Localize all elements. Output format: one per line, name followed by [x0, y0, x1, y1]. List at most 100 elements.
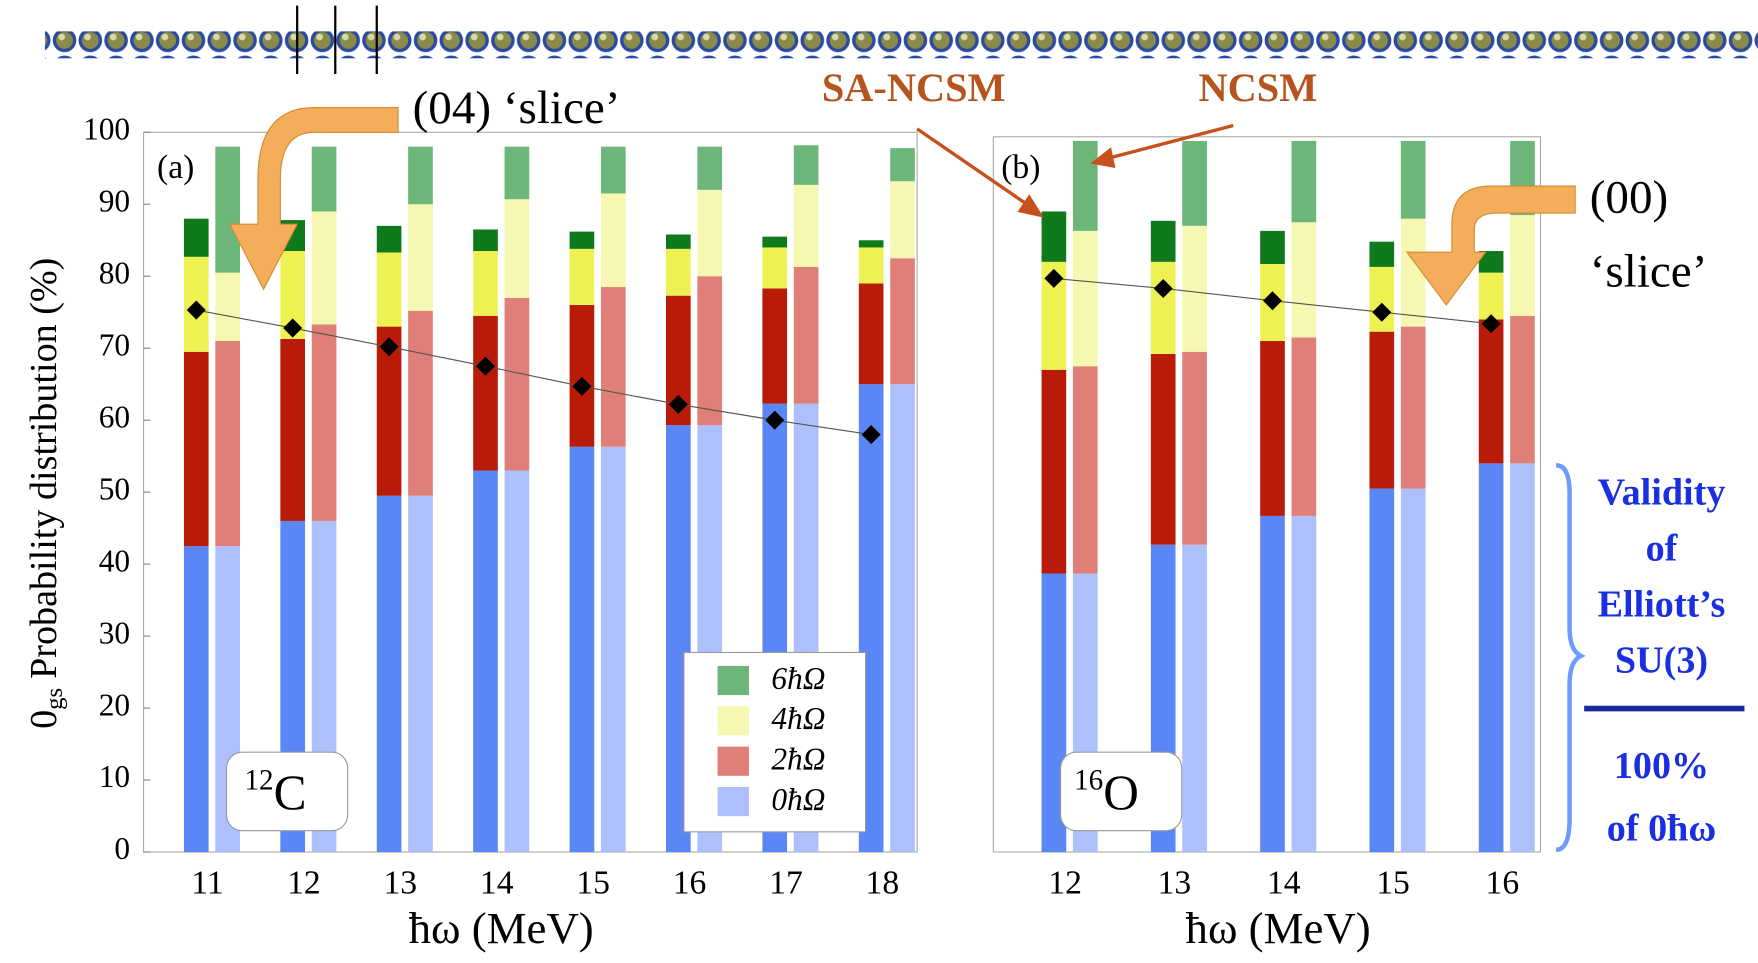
legend-swatch: [718, 666, 749, 695]
bar-segment: [697, 147, 722, 190]
y-tick-label: 90: [99, 183, 130, 218]
legend-label: 0ħΩ: [771, 782, 825, 817]
y-label-sub: gs: [41, 688, 68, 710]
bar-segment: [1401, 327, 1426, 489]
bar-segment: [505, 199, 530, 298]
x-tick-label: 16: [673, 864, 707, 901]
bar-segment: [1151, 354, 1176, 545]
bar-segment: [215, 273, 240, 341]
annotation: SA-NCSM: [822, 65, 1006, 110]
bar-segment: [1369, 242, 1394, 267]
side-text: of 0ħω: [1607, 808, 1716, 850]
panel-label: (b): [1001, 149, 1040, 186]
bar-segment: [312, 324, 337, 520]
y-label-rest: Probability distribution (%): [23, 258, 65, 679]
bar-segment: [1073, 366, 1098, 573]
x-axis-label: ħω (MeV): [1186, 903, 1371, 953]
bar-segment: [890, 181, 915, 258]
bar-segment: [859, 247, 884, 283]
bar-segment: [377, 226, 402, 253]
annotation: ‘slice’: [1590, 246, 1708, 298]
bar-segment: [473, 316, 498, 471]
bar-segment: [1369, 267, 1394, 332]
bar-segment: [1182, 352, 1207, 545]
symbol: C: [274, 766, 307, 821]
bar-segment: [1479, 463, 1504, 852]
bar-segment: [601, 193, 626, 287]
bar-segment: [762, 247, 787, 288]
bar-segment: [1042, 211, 1067, 261]
x-tick-label: 15: [576, 864, 610, 901]
bar-segment: [890, 258, 915, 384]
bar-segment: [280, 339, 305, 521]
bar-segment: [473, 471, 498, 852]
y-tick-label: 70: [99, 327, 130, 362]
symbol: O: [1103, 766, 1139, 821]
bar-segment: [570, 232, 595, 249]
bar-segment: [215, 147, 240, 273]
bar-segment: [570, 305, 595, 447]
bar-segment: [794, 267, 819, 404]
legend-label: 6ħΩ: [771, 661, 825, 696]
bar-segment: [408, 147, 433, 205]
bar-segment: [601, 147, 626, 194]
y-tick-label: 60: [99, 399, 130, 434]
bar-segment: [1260, 516, 1285, 852]
bar-segment: [1182, 545, 1207, 852]
y-tick-label: 20: [99, 687, 130, 722]
bar-segment: [697, 190, 722, 276]
bar-segment: [1510, 316, 1535, 464]
bar-segment: [1292, 141, 1317, 222]
bar-segment: [697, 276, 722, 425]
bar-segment: [1292, 337, 1317, 515]
y-tick-label: 50: [99, 471, 130, 506]
side-text: 100%: [1614, 745, 1709, 787]
x-tick-label: 15: [1376, 864, 1410, 901]
x-tick-label: 12: [287, 864, 321, 901]
bar-segment: [505, 298, 530, 471]
y-axis-label: 0gsProbability distribution (%): [23, 258, 68, 729]
bar-segment: [377, 252, 402, 326]
y-tick-label: 80: [99, 255, 130, 290]
bar-segment: [1401, 489, 1426, 852]
side-text: Elliott’s: [1598, 583, 1726, 625]
brace: [1556, 465, 1581, 850]
x-tick-label: 18: [866, 864, 900, 901]
bar-segment: [570, 249, 595, 305]
bar-segment: [1369, 489, 1394, 852]
bar-segment: [666, 234, 691, 248]
bar-segment: [570, 447, 595, 852]
mass-number: 12: [244, 764, 273, 796]
bar-segment: [408, 204, 433, 311]
x-tick-label: 14: [480, 864, 514, 901]
bar-segment: [1073, 141, 1098, 231]
legend-label: 4ħΩ: [771, 701, 825, 736]
bar-segment: [1073, 231, 1098, 366]
bar-segment: [762, 288, 787, 403]
annotation: NCSM: [1199, 65, 1318, 110]
bar-segment: [1401, 141, 1426, 219]
x-tick-label: 11: [191, 864, 223, 901]
bar-segment: [890, 384, 915, 852]
bar-segment: [1042, 370, 1067, 574]
bar-segment: [890, 148, 915, 181]
bar-segment: [184, 219, 209, 257]
slide: 010203040506070809010011121314151617186ħ…: [0, 0, 1758, 963]
bar-segment: [505, 471, 530, 852]
page: {"chart_data":[ {"type":"bar","panel_lab…: [0, 0, 1758, 963]
bar-segment: [1510, 463, 1535, 852]
bar-segment: [473, 229, 498, 251]
y-tick-label: 0: [114, 831, 130, 866]
legend-swatch: [718, 747, 749, 776]
bar-segment: [312, 211, 337, 324]
bar-segment: [1151, 221, 1176, 262]
x-tick-label: 13: [383, 864, 417, 901]
y-tick-label: 100: [83, 111, 130, 146]
bar-segment: [1260, 231, 1285, 264]
bar-segment: [794, 185, 819, 267]
bar-segment: [859, 283, 884, 384]
x-tick-label: 17: [769, 864, 803, 901]
bar-segment: [601, 447, 626, 852]
side-text: of: [1646, 527, 1679, 569]
bar-segment: [408, 311, 433, 496]
